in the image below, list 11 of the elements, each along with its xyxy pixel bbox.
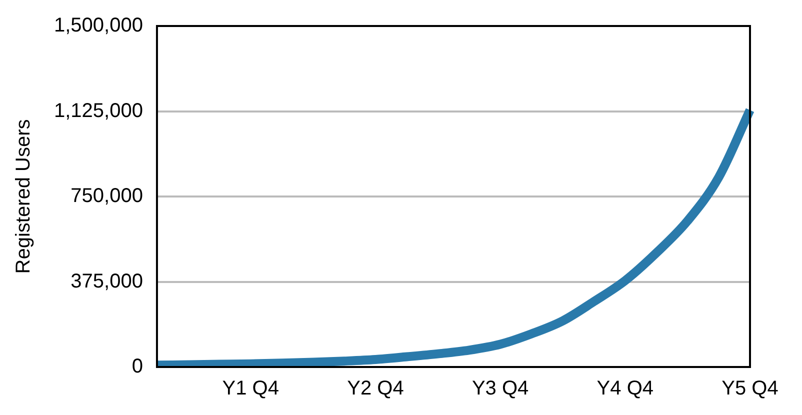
x-tick-label: Y3 Q4 xyxy=(472,378,529,400)
y-axis-title: Registered Users xyxy=(12,119,35,274)
y-tick-label: 1,500,000 xyxy=(54,14,143,37)
x-tick-label: Y5 Q4 xyxy=(722,378,778,400)
x-tick-label: Y2 Q4 xyxy=(347,378,404,400)
y-tick-label: 375,000 xyxy=(70,270,143,292)
x-tick-label: Y4 Q4 xyxy=(596,378,654,400)
y-tick-label: 0 xyxy=(132,356,143,378)
x-tick-label: Y1 Q4 xyxy=(222,378,279,400)
y-tick-label: 1,125,000 xyxy=(54,100,143,122)
y-tick-label: 750,000 xyxy=(70,185,143,208)
